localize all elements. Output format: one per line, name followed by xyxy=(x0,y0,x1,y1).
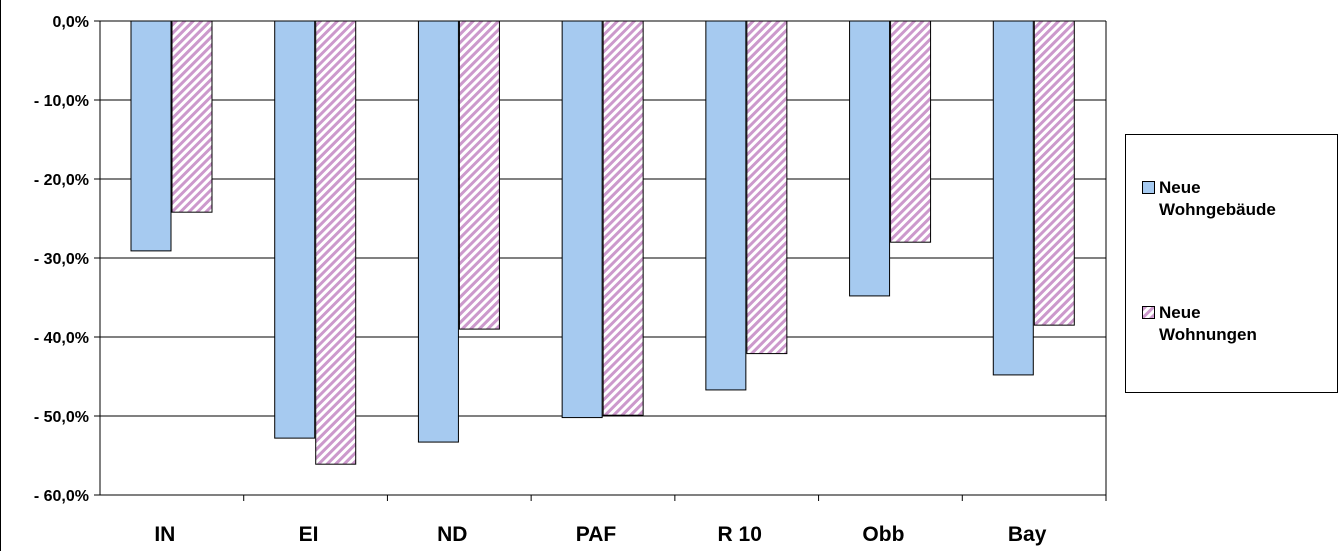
bar-wohnungen xyxy=(1033,20,1075,326)
x-tick-label: R 10 xyxy=(718,523,762,546)
y-tick-label: - 60,0% xyxy=(34,488,89,505)
legend-item-wohngebaeude: Neue Wohngebäude xyxy=(1142,177,1309,221)
axes xyxy=(0,0,1107,551)
legend-label-line1: Neue xyxy=(1159,303,1201,322)
y-tick-label: - 10,0% xyxy=(34,93,89,110)
x-tick-label: Obb xyxy=(862,523,904,546)
bar-wohnungen xyxy=(315,20,357,465)
bar-wohngebaeude xyxy=(992,20,1034,376)
legend-label-line1: Neue xyxy=(1159,178,1201,197)
bar-wohngebaeude xyxy=(561,20,603,419)
legend-label-wohnungen: Neue Wohnungen xyxy=(1159,302,1309,346)
y-tick-label: - 50,0% xyxy=(34,409,89,426)
bar-wohnungen xyxy=(458,20,500,330)
legend-label-line2: Wohngebäude xyxy=(1159,200,1276,219)
x-tick-label: EI xyxy=(299,523,319,546)
x-tick-label: PAF xyxy=(576,523,617,546)
y-tick-labels: 0,0% - 10,0% - 20,0% - 30,0% - 40,0% - 50,0% -… xyxy=(34,14,89,505)
bar-wohnungen xyxy=(602,20,644,416)
y-tick-label: - 40,0% xyxy=(34,330,89,347)
bar-wohngebaeude xyxy=(274,20,316,439)
bar-wohngebaeude xyxy=(417,20,459,443)
bar-wohnungen xyxy=(890,20,932,243)
bar-wohngebaeude xyxy=(705,20,747,391)
bar-wohngebaeude xyxy=(849,20,891,297)
legend-label-line2: Wohnungen xyxy=(1159,325,1257,344)
legend: Neue Wohngebäude Neue Wohnungen xyxy=(1125,134,1338,393)
legend-swatch-wohnungen xyxy=(1142,306,1155,319)
legend-label-wohngebaeude: Neue Wohngebäude xyxy=(1159,177,1309,221)
bar-wohngebaeude xyxy=(130,20,172,252)
y-tick-label: - 20,0% xyxy=(34,172,89,189)
y-tick-label: - 30,0% xyxy=(34,251,89,268)
x-tick-labels: IN EI ND PAF R 10 Obb Bay xyxy=(154,523,1046,546)
bar-wohnungen xyxy=(171,20,213,213)
bar-wohnungen xyxy=(746,20,788,355)
bars xyxy=(130,20,1075,465)
x-tick-label: ND xyxy=(437,523,467,546)
x-tick-label: Bay xyxy=(1008,523,1047,546)
legend-item-wohnungen: Neue Wohnungen xyxy=(1142,302,1309,346)
y-tick-label: 0,0% xyxy=(53,14,89,31)
x-tick-label: IN xyxy=(154,523,175,546)
legend-swatch-wohngebaeude xyxy=(1142,181,1155,194)
